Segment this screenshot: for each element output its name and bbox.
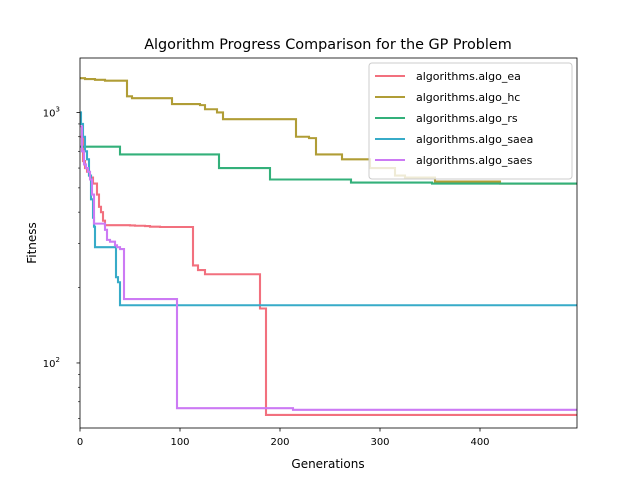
plot-frame	[79, 57, 578, 429]
legend-box	[368, 62, 573, 180]
legend-label: algorithms.algo_ea	[416, 70, 521, 83]
chart-title: Algorithm Progress Comparison for the GP…	[144, 37, 512, 53]
legend: algorithms.algo_ea algorithms.algo_hcalgo…	[368, 62, 573, 180]
series-line-algorithms-algo-saes	[80, 125, 577, 411]
x-axis-ticks: 0 100 200 300 400	[77, 428, 490, 448]
legend-label: algorithms.algo_saea	[416, 133, 533, 146]
y-axis-label: Fitness	[25, 222, 39, 264]
y-tick-label: 102	[43, 356, 60, 370]
x-tick-label: 400	[470, 437, 489, 448]
series-line-algorithms-algo-rs	[80, 145, 577, 185]
x-tick-label: 0	[77, 437, 83, 448]
legend-label: algorithms.algo_saes	[416, 154, 533, 167]
legend-label: algorithms.algo_hc	[416, 91, 520, 104]
series-layer	[80, 77, 577, 417]
x-tick-label: 300	[370, 437, 389, 448]
y-axis-ticks: 102 103	[43, 105, 80, 419]
series-line-algorithms-algo-saea	[80, 111, 577, 307]
y-tick-label: 103	[43, 105, 60, 119]
x-tick-label: 200	[270, 437, 289, 448]
legend-label: algorithms.algo_rs	[416, 112, 518, 125]
x-tick-label: 100	[170, 437, 189, 448]
x-axis-label: Generations	[291, 457, 364, 471]
